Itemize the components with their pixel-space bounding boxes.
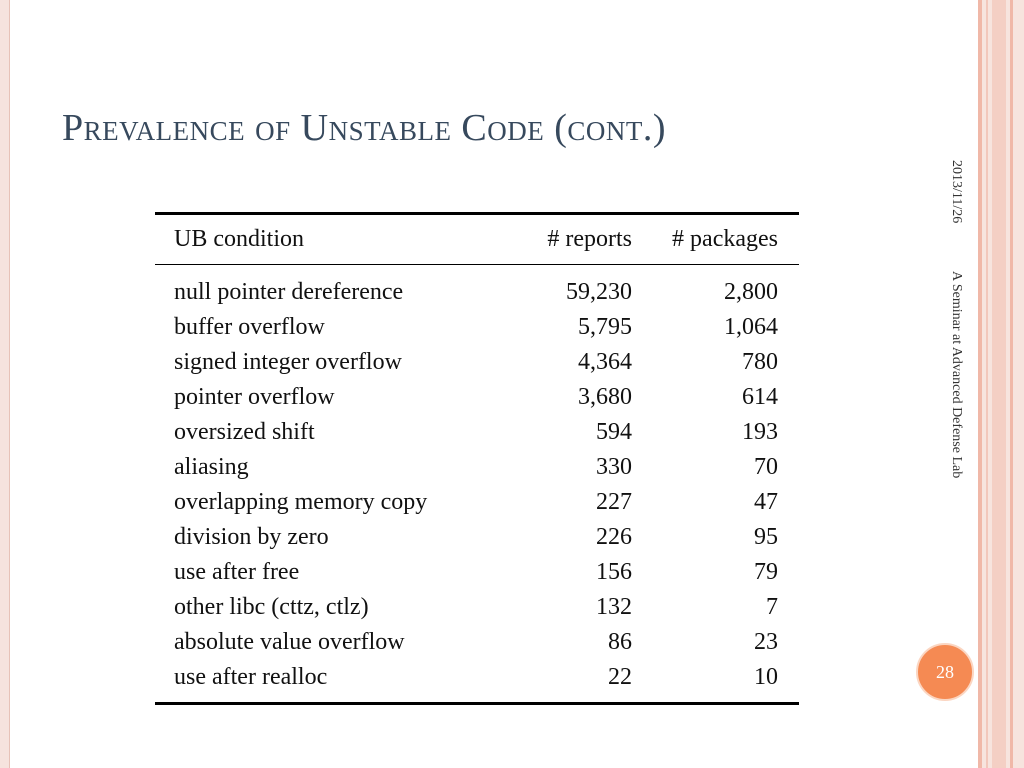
cell-condition: aliasing: [174, 453, 249, 480]
table-row: aliasing 330 70: [155, 449, 799, 484]
table-row: overlapping memory copy 227 47: [155, 484, 799, 519]
table-row: absolute value overflow 86 23: [155, 624, 799, 659]
table-header-row: UB condition # reports # packages: [155, 213, 799, 265]
cell-reports: 330: [596, 453, 632, 480]
cell-packages: 79: [754, 558, 778, 585]
cell-packages: 47: [754, 488, 778, 515]
cell-packages: 70: [754, 453, 778, 480]
cell-condition: pointer overflow: [174, 383, 335, 410]
cell-condition: buffer overflow: [174, 313, 325, 340]
header-packages: # packages: [632, 213, 799, 265]
cell-condition: null pointer dereference: [174, 278, 404, 305]
cell-reports: 227: [596, 488, 632, 515]
cell-packages: 1,064: [724, 313, 778, 340]
table-row: use after free 156 79: [155, 554, 799, 589]
table-row: null pointer dereference 59,230 2,800: [155, 265, 799, 310]
cell-reports: 4,364: [578, 348, 632, 375]
table-row: buffer overflow 5,795 1,064: [155, 309, 799, 344]
border-stripe: [1010, 0, 1013, 768]
table-row: pointer overflow 3,680 614: [155, 379, 799, 414]
page-number: 28: [936, 661, 954, 682]
cell-condition: division by zero: [174, 523, 329, 550]
table-row: division by zero 226 95: [155, 519, 799, 554]
table-row: other libc (cttz, ctlz) 132 7: [155, 589, 799, 624]
table-row: signed integer overflow 4,364 780: [155, 344, 799, 379]
slide-date: 2013/11/26: [949, 160, 964, 224]
slide-title: Prevalence of Unstable Code (cont.): [62, 107, 667, 149]
cell-reports: 594: [596, 418, 632, 445]
left-border-decoration: [0, 0, 10, 768]
ub-conditions-table: UB condition # reports # packages null p…: [155, 212, 799, 705]
header-reports: # reports: [514, 213, 632, 265]
cell-condition: use after free: [174, 558, 300, 585]
ub-table-container: UB condition # reports # packages null p…: [155, 212, 799, 705]
cell-reports: 59,230: [566, 278, 632, 305]
border-stripe: [986, 0, 988, 768]
cell-packages: 2,800: [724, 278, 778, 305]
cell-reports: 132: [596, 593, 632, 620]
page-number-badge: 28: [916, 643, 974, 701]
cell-condition: signed integer overflow: [174, 348, 402, 375]
header-ub-condition: UB condition: [155, 213, 514, 265]
table-row: oversized shift 594 193: [155, 414, 799, 449]
table-row: use after realloc 22 10: [155, 659, 799, 704]
cell-condition: other libc (cttz, ctlz): [174, 593, 369, 620]
cell-reports: 3,680: [578, 383, 632, 410]
cell-packages: 10: [754, 663, 778, 690]
right-border-decoration: [978, 0, 1024, 768]
cell-reports: 22: [608, 663, 632, 690]
cell-packages: 780: [742, 348, 778, 375]
cell-packages: 193: [742, 418, 778, 445]
cell-condition: use after realloc: [174, 663, 328, 690]
border-stripe: [978, 0, 982, 768]
cell-condition: oversized shift: [174, 418, 315, 445]
cell-reports: 86: [608, 628, 632, 655]
slide-footer: A Seminar at Advanced Defense Lab: [949, 271, 964, 479]
cell-condition: absolute value overflow: [174, 628, 405, 655]
cell-reports: 5,795: [578, 313, 632, 340]
cell-packages: 614: [742, 383, 778, 410]
cell-packages: 95: [754, 523, 778, 550]
cell-packages: 23: [754, 628, 778, 655]
border-stripe: [992, 0, 1006, 768]
cell-reports: 156: [596, 558, 632, 585]
cell-reports: 226: [596, 523, 632, 550]
cell-condition: overlapping memory copy: [174, 488, 428, 515]
cell-packages: 7: [766, 593, 778, 620]
